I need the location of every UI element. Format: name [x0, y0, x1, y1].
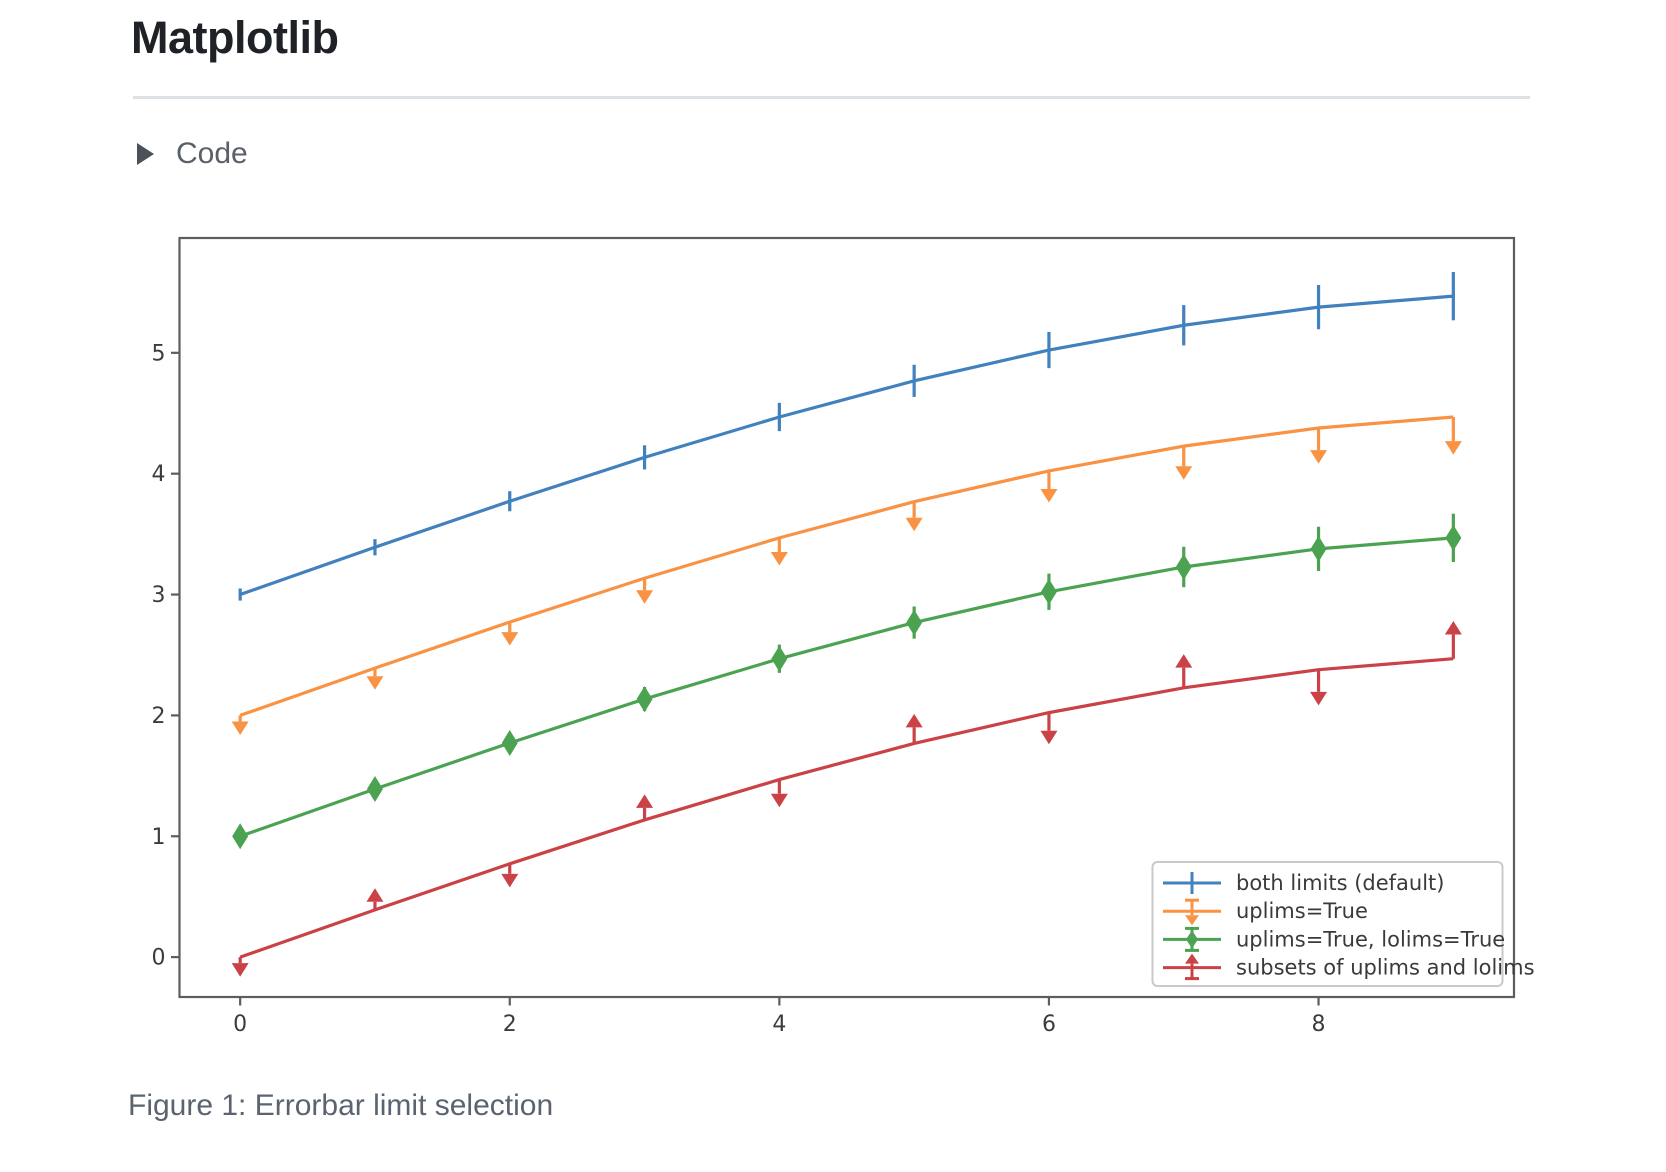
- caret-down-marker: [770, 793, 788, 808]
- legend-label: uplims=True, lolims=True: [1236, 927, 1505, 951]
- series-line: [239, 536, 1454, 838]
- legend-item-subsets-of-uplims-and-lolims: subsets of uplims and lolims: [1163, 953, 1535, 981]
- caret-up-marker: [366, 888, 384, 902]
- caret-down-marker: [1310, 450, 1328, 464]
- y-tick-label: 4: [152, 462, 166, 487]
- y-tick-label: 1: [152, 825, 166, 850]
- limit-diamond-marker: [1175, 553, 1192, 580]
- caret-down-marker: [1310, 691, 1328, 706]
- x-tick-label: 2: [503, 1012, 517, 1037]
- caret-down-marker: [231, 963, 249, 977]
- caret-up-marker: [905, 713, 923, 728]
- legend-item-uplims-true: uplims=True: [1163, 898, 1368, 926]
- legend-label: both limits (default): [1236, 871, 1444, 895]
- code-section-toggle[interactable]: Code: [137, 137, 248, 171]
- disclosure-triangle-icon: [137, 143, 154, 165]
- caret-up-marker: [636, 794, 654, 808]
- caret-down-marker: [366, 676, 384, 690]
- chart-legend: both limits (default) uplims=True uplims=T…: [1151, 861, 1535, 987]
- legend-label: subsets of uplims and lolims: [1236, 956, 1535, 980]
- figure-caption: Figure 1: Errorbar limit selection: [128, 1089, 554, 1122]
- legend-box: [1151, 861, 1504, 987]
- caret-down-marker: [501, 873, 519, 888]
- series-line: [239, 415, 1454, 717]
- limit-diamond-marker: [232, 823, 249, 850]
- x-tick-label: 6: [1042, 1012, 1056, 1037]
- y-tick-label: 5: [152, 341, 166, 366]
- caret-up-marker: [1175, 654, 1193, 668]
- page-title: Matplotlib: [131, 12, 339, 63]
- caret-down-marker: [1040, 489, 1058, 503]
- legend-icon: [1185, 915, 1199, 926]
- legend-label: uplims=True: [1236, 899, 1368, 923]
- caret-down-marker: [1444, 441, 1462, 455]
- y-tick-label: 2: [152, 704, 166, 729]
- limit-diamond-marker: [366, 776, 383, 803]
- series-uplims-true-lolims-true: [232, 513, 1462, 850]
- x-tick-label: 8: [1312, 1012, 1326, 1037]
- limit-diamond-marker: [1310, 535, 1327, 562]
- limit-diamond-marker: [501, 729, 518, 756]
- y-tick-label: 0: [152, 946, 166, 971]
- series-both-limits-default: [238, 271, 1455, 601]
- limit-diamond-marker: [1040, 578, 1057, 605]
- caret-down-marker: [1040, 730, 1058, 745]
- x-tick-label: 4: [772, 1012, 786, 1037]
- legend-icon: [1186, 930, 1198, 949]
- limit-diamond-marker: [1445, 524, 1462, 551]
- legend-icon: [1185, 953, 1199, 964]
- caret-down-marker: [501, 632, 519, 646]
- caret-down-marker: [770, 551, 788, 566]
- legend-item-both-limits-default: both limits (default): [1163, 871, 1444, 895]
- content-divider: [133, 96, 1530, 99]
- caret-down-marker: [1175, 466, 1193, 480]
- limit-diamond-marker: [906, 609, 923, 636]
- limit-diamond-marker: [636, 686, 653, 713]
- code-section-label: Code: [176, 137, 248, 170]
- caret-up-marker: [1444, 621, 1462, 635]
- series-line: [239, 657, 1454, 959]
- x-tick-label: 0: [233, 1012, 247, 1037]
- caret-down-marker: [231, 721, 249, 735]
- series-subsets-of-uplims-and-lolims: [231, 621, 1462, 977]
- limit-diamond-marker: [771, 645, 788, 672]
- errorbar-figure: 0 2 4 6 8 0 1 2 3 4 5 both limits (default) uplims=T…: [152, 236, 1535, 1037]
- series-line: [239, 294, 1454, 597]
- y-tick-label: 3: [152, 583, 166, 608]
- caret-down-marker: [636, 590, 654, 604]
- legend-item-uplims-true-lolims-true: uplims=True, lolims=True: [1163, 926, 1505, 952]
- series-uplims-true: [231, 415, 1462, 735]
- caret-down-marker: [905, 517, 923, 532]
